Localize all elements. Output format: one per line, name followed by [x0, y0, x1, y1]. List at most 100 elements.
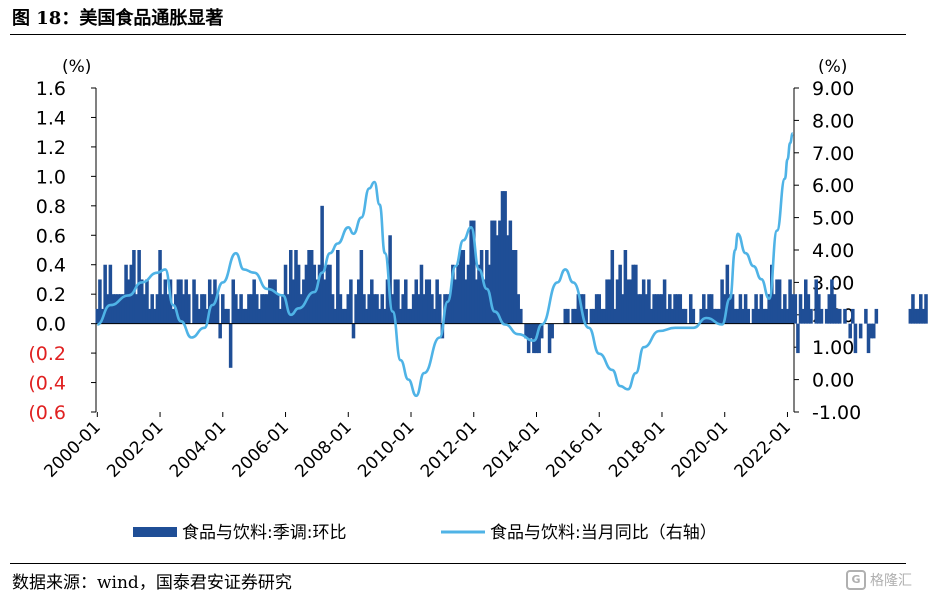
- bar: [411, 294, 416, 324]
- bar: [330, 294, 335, 324]
- bar: [589, 308, 594, 324]
- bar: [215, 294, 220, 324]
- bar: [798, 294, 803, 324]
- legend: 食品与饮料:季调:环比 食品与饮料:当月同比（右轴）: [133, 523, 717, 543]
- bar: [194, 294, 199, 324]
- bar: [762, 308, 766, 324]
- bar: [597, 294, 602, 324]
- bar: [380, 294, 385, 324]
- x-tick-label: 2006-01: [229, 417, 293, 481]
- bar: [837, 308, 842, 324]
- bar: [192, 279, 196, 324]
- bar: [788, 279, 792, 324]
- bar: [516, 294, 520, 324]
- bar: [362, 294, 366, 324]
- x-tick-label: 2014-01: [480, 417, 544, 481]
- bar: [702, 294, 706, 324]
- bar: [482, 279, 486, 324]
- x-tick-label: 2012-01: [417, 417, 481, 481]
- bar: [356, 279, 361, 324]
- bar: [790, 294, 795, 324]
- bar: [874, 308, 879, 324]
- bar: [145, 279, 149, 324]
- left-tick-label: 0.0: [36, 314, 66, 336]
- x-tick-label: 2002-01: [103, 417, 167, 481]
- bar: [843, 308, 847, 324]
- bar: [396, 279, 400, 324]
- bar: [621, 294, 625, 324]
- bar: [660, 294, 664, 324]
- bar: [495, 235, 500, 324]
- bar: [228, 323, 233, 368]
- bar: [234, 294, 238, 324]
- bar: [796, 323, 800, 354]
- bar: [681, 308, 685, 324]
- bar: [767, 294, 771, 324]
- bar: [343, 308, 348, 324]
- bar: [827, 294, 832, 324]
- bar: [445, 294, 450, 324]
- bar: [728, 294, 732, 324]
- bar: [111, 294, 115, 324]
- bar: [673, 294, 677, 324]
- bar: [754, 294, 758, 324]
- bar: [662, 279, 667, 324]
- bar: [317, 264, 322, 324]
- bar: [819, 308, 824, 324]
- bar: [654, 294, 659, 324]
- left-tick-label: 0.2: [36, 284, 66, 306]
- bar: [647, 279, 651, 324]
- left-tick-label: 0.4: [36, 255, 66, 277]
- bar: [485, 250, 489, 324]
- bar: [302, 279, 306, 324]
- bar: [626, 279, 630, 324]
- bar: [824, 308, 829, 324]
- bar: [469, 220, 473, 324]
- bar: [398, 308, 403, 324]
- bar: [498, 220, 502, 324]
- bar: [404, 279, 408, 324]
- bar: [785, 308, 790, 324]
- bar: [751, 308, 756, 324]
- bar: [336, 250, 340, 324]
- bar: [610, 250, 615, 324]
- bar: [529, 323, 534, 339]
- bar: [864, 308, 868, 324]
- x-tick-label: 2008-01: [291, 417, 355, 481]
- bar: [349, 279, 353, 324]
- bar: [262, 294, 267, 324]
- bar: [665, 308, 669, 324]
- bar: [383, 308, 387, 324]
- bar: [116, 294, 120, 324]
- bar: [390, 294, 395, 324]
- bar: [730, 294, 735, 324]
- figure-title: 图 18：美国食品通胀显著: [12, 8, 224, 29]
- bar: [537, 323, 541, 354]
- bar: [722, 294, 727, 324]
- bar: [205, 308, 209, 324]
- bar: [255, 294, 259, 324]
- bar: [911, 294, 915, 324]
- bar: [341, 308, 345, 324]
- bar: [634, 264, 638, 324]
- bar: [236, 308, 241, 324]
- x-tick-label: 2018-01: [605, 417, 669, 481]
- left-tick-label: 0.6: [36, 225, 66, 247]
- bar: [98, 279, 102, 324]
- legend-bar-label: 食品与饮料:季调:环比: [182, 523, 346, 543]
- right-tick-label: 1.00: [812, 337, 854, 359]
- bar: [241, 308, 246, 324]
- bar: [866, 323, 871, 354]
- bar: [764, 308, 769, 324]
- bar: [139, 279, 144, 324]
- bar: [414, 279, 419, 324]
- bar: [108, 264, 113, 324]
- x-tick-label: 2000-01: [40, 417, 104, 481]
- bar: [171, 308, 175, 324]
- bar: [184, 279, 188, 324]
- bar: [500, 191, 505, 324]
- bar: [422, 294, 426, 324]
- bar: [921, 308, 926, 324]
- bar: [563, 308, 568, 324]
- bar: [783, 294, 787, 324]
